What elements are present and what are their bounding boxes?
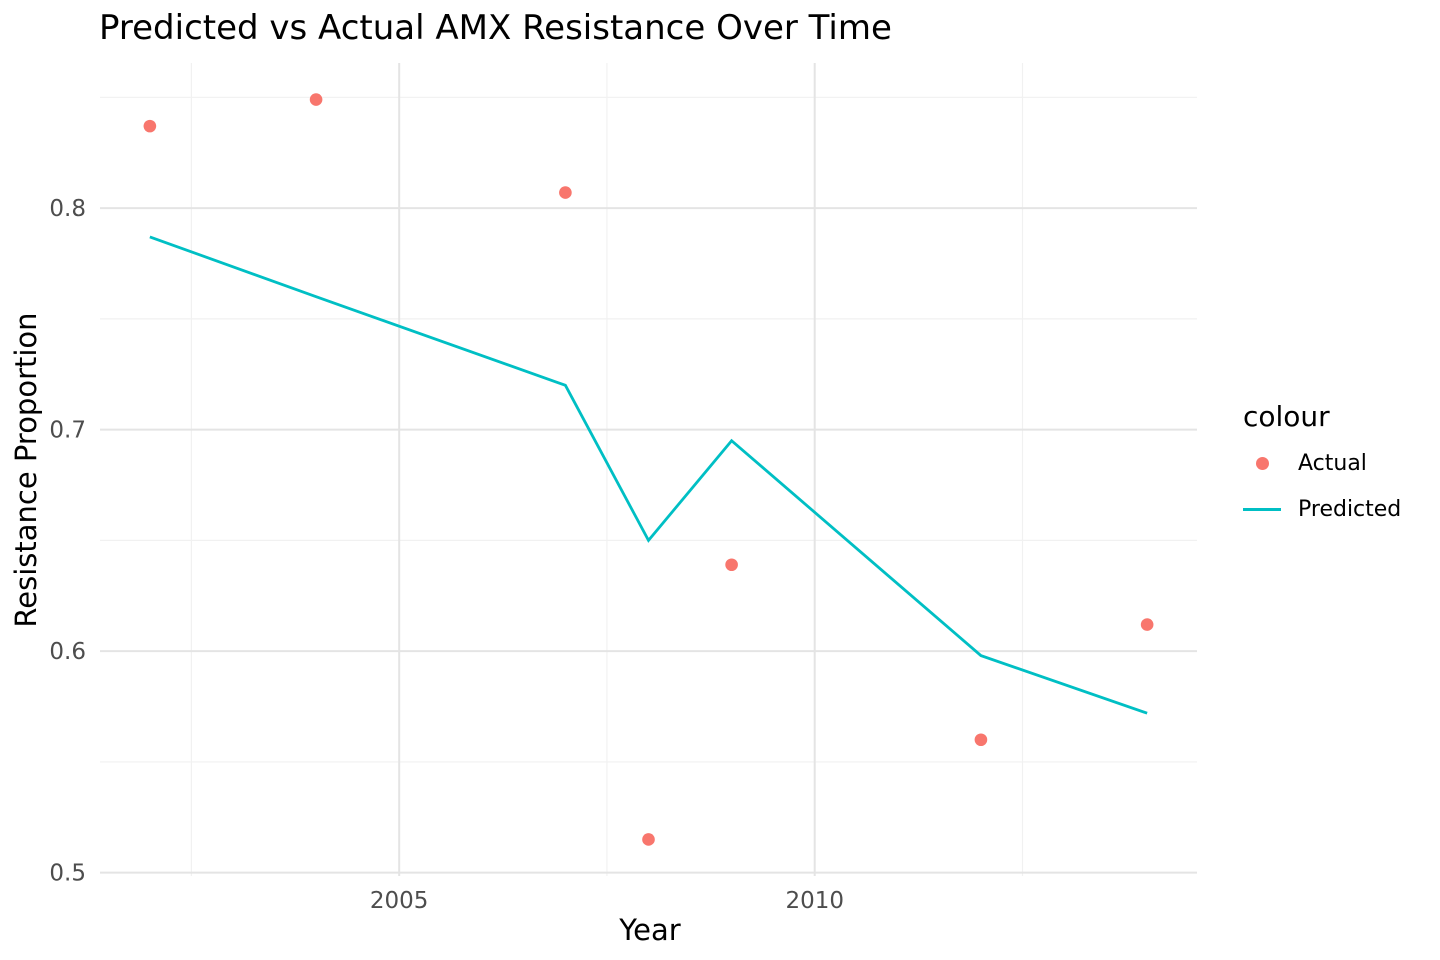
x-tick-label: 2005 [370, 888, 429, 914]
legend-entry-predicted: Predicted [1243, 486, 1401, 532]
actual-point-swatch-icon [1255, 456, 1269, 470]
chart-title: Predicted vs Actual AMX Resistance Over … [99, 8, 892, 48]
legend-title: colour [1243, 400, 1330, 433]
actual-point [309, 93, 323, 106]
y-tick-label: 0.8 [49, 196, 86, 222]
y-tick-label: 0.6 [49, 639, 86, 665]
actual-point [1140, 618, 1154, 631]
actual-point [974, 733, 988, 747]
actual-point [642, 833, 655, 846]
y-axis-title: Resistance Proportion [9, 312, 43, 628]
x-axis-title: Year [619, 913, 681, 947]
legend-label-actual: Actual [1298, 450, 1367, 476]
y-tick-label: 0.7 [49, 418, 86, 444]
actual-point [143, 119, 157, 133]
actual-point [725, 558, 738, 572]
actual-point [559, 186, 572, 199]
legend-key [1243, 444, 1281, 482]
legend-entry-actual: Actual [1243, 440, 1401, 486]
predicted-line [149, 235, 1148, 715]
predicted-line-swatch-icon [1243, 507, 1281, 511]
legend: colour Actual Predicted [1243, 400, 1401, 532]
legend-label-predicted: Predicted [1298, 496, 1402, 522]
y-tick-label: 0.5 [49, 861, 86, 887]
x-tick-label: 2010 [785, 888, 844, 914]
legend-key [1243, 490, 1281, 528]
